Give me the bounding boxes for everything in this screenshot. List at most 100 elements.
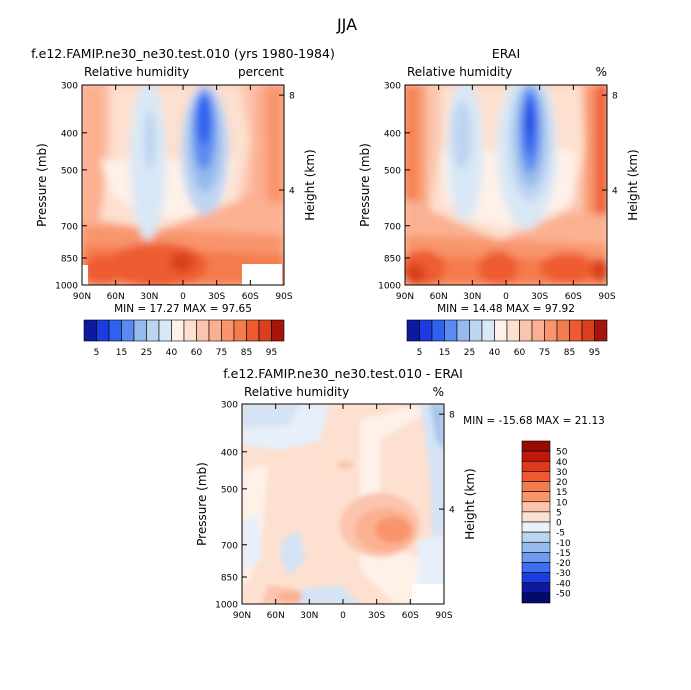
y-right-tick-label: 8 (612, 92, 618, 102)
y-axis-title: Pressure (mb) (358, 143, 372, 227)
colorbar-swatch (521, 481, 551, 492)
x-tick-label: 90N (233, 611, 251, 621)
x-tick-label: 30S (368, 611, 385, 621)
colorbar-swatch (83, 319, 97, 342)
y-right-axis-title: Height (km) (303, 149, 317, 220)
colorbar-label: -30 (556, 569, 571, 579)
x-tick-label: 60N (267, 611, 285, 621)
colorbar-swatch (196, 319, 210, 342)
y-tick-label: 850 (384, 255, 401, 265)
y-right-tick-label: 8 (289, 92, 295, 102)
y-axis-title: Pressure (mb) (35, 143, 49, 227)
colorbar-swatch (521, 511, 551, 523)
colorbar-label: 75 (539, 348, 550, 358)
colorbar-label: 5 (417, 348, 423, 358)
colorbar-label: -50 (556, 589, 571, 599)
colorbar-label: 40 (489, 348, 501, 358)
x-tick-label: 30S (531, 292, 548, 302)
x-tick-label: 0 (180, 292, 186, 302)
colorbar-swatch (481, 319, 495, 342)
x-tick-label: 60S (402, 611, 419, 621)
y-tick-label: 700 (384, 222, 401, 232)
colorbar-swatch (96, 319, 110, 342)
colorbar-swatch (521, 572, 551, 584)
y-tick-label: 850 (221, 574, 238, 584)
colorbar-swatch (521, 491, 551, 503)
colorbar-label: 25 (141, 348, 152, 358)
y-tick-label: 400 (221, 448, 238, 458)
y-tick-label: 500 (221, 485, 238, 495)
x-tick-label: 90S (275, 292, 292, 302)
y-tick-label: 1000 (378, 282, 401, 292)
y-tick-label: 850 (61, 255, 78, 265)
x-tick-label: 30N (463, 292, 481, 302)
y-tick-label: 400 (384, 129, 401, 139)
colorbar-label: 20 (556, 478, 568, 488)
colorbar-label: 85 (564, 348, 575, 358)
panel-title: f.e12.FAMIP.ne30_ne30.test.010 - ERAI (223, 366, 463, 381)
panel-units: percent (238, 65, 284, 79)
y-right-axis-title: Height (km) (463, 468, 477, 539)
panel-title: ERAI (492, 46, 520, 61)
y-tick-label: 300 (221, 401, 238, 411)
colorbar-swatch (594, 319, 608, 342)
x-tick-label: 90S (435, 611, 452, 621)
colorbar-label: 25 (464, 348, 475, 358)
colorbar-swatch (519, 319, 533, 342)
x-tick-label: 60N (430, 292, 448, 302)
min-max-stats: MIN = 14.48 MAX = 97.92 (437, 303, 575, 315)
colorbar-swatch (133, 319, 147, 342)
panel-subtitle: Relative humidity (407, 65, 512, 79)
colorbar-label: 15 (116, 348, 127, 358)
x-tick-label: 90N (396, 292, 414, 302)
y-tick-label: 500 (61, 166, 78, 176)
colorbar-swatch (531, 319, 545, 342)
colorbar-swatch (158, 319, 172, 342)
figure-title: JJA (336, 15, 357, 34)
colorbar-swatch (444, 319, 458, 342)
colorbar-swatch (456, 319, 470, 342)
y-right-tick-label: 4 (449, 506, 455, 516)
colorbar-label: -10 (556, 539, 571, 549)
colorbar-swatch (419, 319, 433, 342)
colorbar-swatch (246, 319, 260, 342)
x-tick-label: 30N (300, 611, 318, 621)
colorbar-swatch (521, 450, 551, 462)
x-tick-label: 30N (140, 292, 158, 302)
colorbar-swatch (521, 582, 551, 594)
y-tick-label: 1000 (55, 282, 78, 292)
colorbar-label: 30 (556, 468, 568, 478)
x-tick-label: 0 (340, 611, 346, 621)
colorbar-label: 10 (556, 498, 568, 508)
colorbar-label: -40 (556, 579, 571, 589)
panel-subtitle: Relative humidity (244, 385, 349, 399)
colorbar-label: 75 (216, 348, 227, 358)
x-tick-label: 60N (107, 292, 125, 302)
panel-obs: ERAI Relative humidity % (404, 46, 608, 286)
min-max-stats: MIN = -15.68 MAX = 21.13 (463, 415, 605, 427)
y-tick-label: 700 (221, 541, 238, 551)
x-tick-label: 60S (565, 292, 582, 302)
y-tick-label: 500 (384, 166, 401, 176)
colorbar-swatch (521, 541, 551, 553)
colorbar-label: 60 (191, 348, 203, 358)
colorbar-swatch (521, 440, 551, 452)
colorbar-swatch (569, 319, 583, 342)
colorbar-label: 15 (439, 348, 450, 358)
colorbar-label: 95 (589, 348, 600, 358)
colorbar-label: 0 (556, 519, 562, 529)
colorbar-swatch (521, 471, 551, 482)
x-tick-label: 90S (598, 292, 615, 302)
colorbar-swatch (521, 501, 551, 513)
contour-field (82, 85, 284, 285)
colorbar-swatch (506, 319, 520, 342)
colorbar-swatch (431, 319, 445, 342)
colorbar-swatch (521, 460, 551, 472)
contour-field (405, 85, 607, 285)
colorbar-label: -20 (556, 559, 571, 569)
colorbar-label: 50 (556, 448, 568, 458)
colorbar-label: 15 (556, 488, 567, 498)
panel-model: f.e12.FAMIP.ne30_ne30.test.010 (yrs 1980… (31, 46, 335, 286)
colorbar-label: 60 (514, 348, 526, 358)
y-right-tick-label: 4 (612, 187, 618, 197)
